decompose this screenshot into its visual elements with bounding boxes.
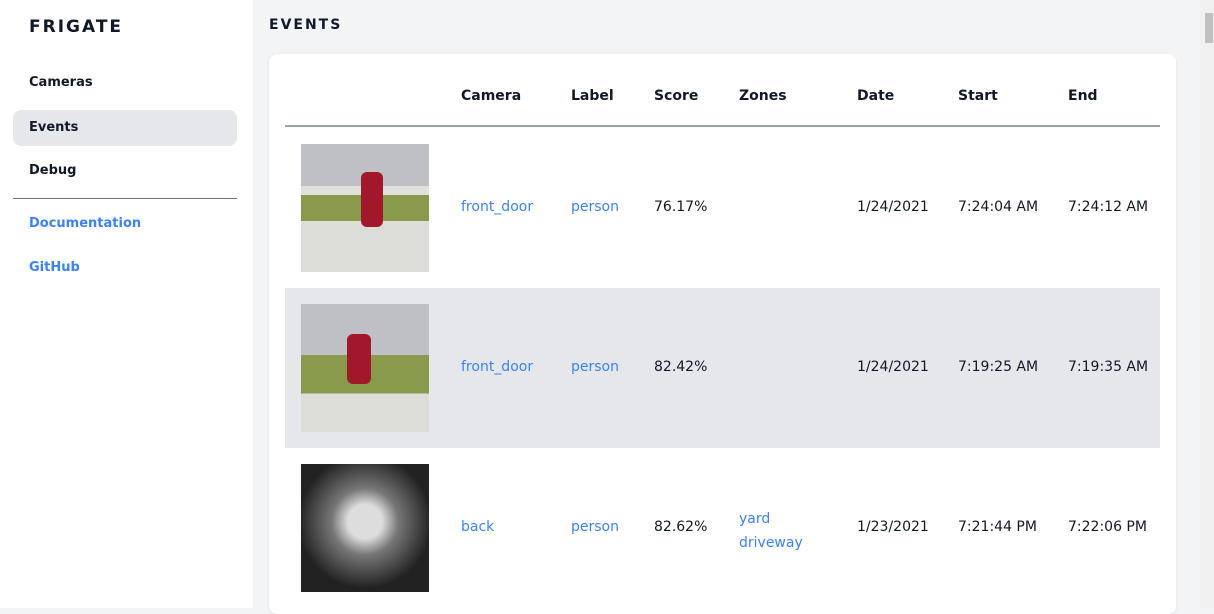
sidebar-link-documentation[interactable]: Documentation <box>29 216 142 231</box>
header-end: End <box>1068 88 1098 104</box>
table-row[interactable]: back person 82.62% yard driveway 1/23/20… <box>285 448 1160 608</box>
camera-link[interactable]: back <box>461 519 495 535</box>
event-thumbnail[interactable] <box>301 304 429 432</box>
zones: yard driveway <box>739 507 803 555</box>
header-score: Score <box>654 88 699 104</box>
end-time: 7:22:06 PM <box>1068 519 1147 535</box>
event-thumbnail[interactable] <box>301 464 429 592</box>
page-title: EVENTS <box>269 17 343 33</box>
table-row[interactable]: front_door person 76.17% 1/24/2021 7:24:… <box>285 128 1160 288</box>
score: 76.17% <box>654 199 708 215</box>
score: 82.62% <box>654 519 708 535</box>
end-time: 7:19:35 AM <box>1068 359 1149 375</box>
label-link[interactable]: person <box>571 199 619 215</box>
start-time: 7:24:04 AM <box>958 199 1039 215</box>
scrollbar[interactable] <box>1200 0 1214 608</box>
table-header: Camera Label Score Zones Date Start End <box>285 54 1160 127</box>
header-zones: Zones <box>739 88 787 104</box>
score: 82.42% <box>654 359 708 375</box>
table-row[interactable]: front_door person 82.42% 1/24/2021 7:19:… <box>285 288 1160 448</box>
date: 1/23/2021 <box>857 519 929 535</box>
camera-link[interactable]: front_door <box>461 199 534 215</box>
start-time: 7:19:25 AM <box>958 359 1039 375</box>
label-link[interactable]: person <box>571 359 619 375</box>
sidebar-divider <box>13 198 237 199</box>
header-start: Start <box>958 88 998 104</box>
date: 1/24/2021 <box>857 359 929 375</box>
sidebar-item-debug[interactable]: Debug <box>29 163 77 178</box>
sidebar-item-events[interactable]: Events <box>13 110 237 146</box>
header-label: Label <box>571 88 614 104</box>
event-thumbnail[interactable] <box>301 144 429 272</box>
main-content: EVENTS Camera Label Score Zones Date Sta… <box>253 0 1200 614</box>
date: 1/24/2021 <box>857 199 929 215</box>
start-time: 7:21:44 PM <box>958 519 1037 535</box>
sidebar: FRIGATE Cameras Events Debug Documentati… <box>0 0 253 608</box>
scrollbar-thumb[interactable] <box>1205 13 1213 43</box>
zone-link[interactable]: yard <box>739 511 771 527</box>
label-link[interactable]: person <box>571 519 619 535</box>
zone-link[interactable]: driveway <box>739 535 803 551</box>
brand-logo: FRIGATE <box>29 17 124 37</box>
camera-link[interactable]: front_door <box>461 359 534 375</box>
header-camera: Camera <box>461 88 522 104</box>
sidebar-item-cameras[interactable]: Cameras <box>29 75 93 90</box>
sidebar-link-github[interactable]: GitHub <box>29 260 80 275</box>
end-time: 7:24:12 AM <box>1068 199 1149 215</box>
header-date: Date <box>857 88 895 104</box>
events-table: Camera Label Score Zones Date Start End … <box>269 54 1176 614</box>
